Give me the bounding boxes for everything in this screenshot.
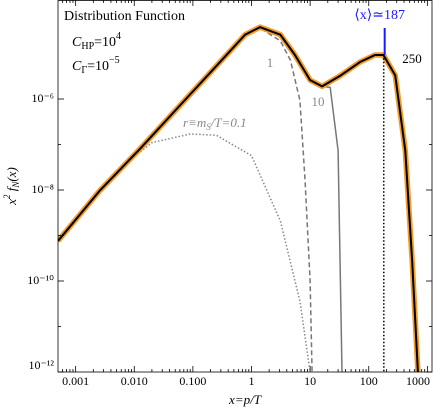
series-line: [99, 133, 311, 372]
series-label: 10: [312, 94, 325, 109]
y-tick-label: 10⁻⁶: [31, 91, 54, 105]
mean-label: ⟨x⟩≃187: [354, 8, 405, 23]
x-tick-label: 1: [249, 374, 255, 388]
x-tick-label: 100: [360, 374, 378, 388]
plot-frame: [57, 0, 433, 373]
x-tick-label: 10: [304, 374, 316, 388]
series-line: [58, 27, 313, 372]
r-label: r≡mS/T=0.1: [183, 115, 247, 132]
x-tick-label: 1000: [406, 374, 430, 388]
hp-label: CHP=104: [72, 31, 121, 52]
plot-area: [58, 24, 421, 372]
y-axis-title: x2 fN(x): [2, 167, 21, 206]
series-line: [58, 26, 419, 372]
y-tick-label: 10⁻¹²: [28, 358, 54, 372]
series-label: 1: [267, 55, 274, 70]
series-line: [58, 26, 343, 372]
x-tick-label: 0.100: [179, 374, 206, 388]
series-line: [58, 26, 385, 372]
x-tick-label: 0.010: [121, 374, 148, 388]
x-axis-title: x=p/T: [228, 392, 262, 407]
series-label: 250: [402, 51, 422, 66]
gamma-label: CΓ=10−5: [72, 55, 120, 76]
y-tick-label: 10⁻¹⁰: [27, 273, 54, 287]
y-tick-label: 10⁻⁸: [31, 182, 54, 196]
series-halo: [58, 24, 421, 372]
x-tick-label: 0.001: [62, 374, 89, 388]
chart-title: Distribution Function: [64, 9, 185, 24]
